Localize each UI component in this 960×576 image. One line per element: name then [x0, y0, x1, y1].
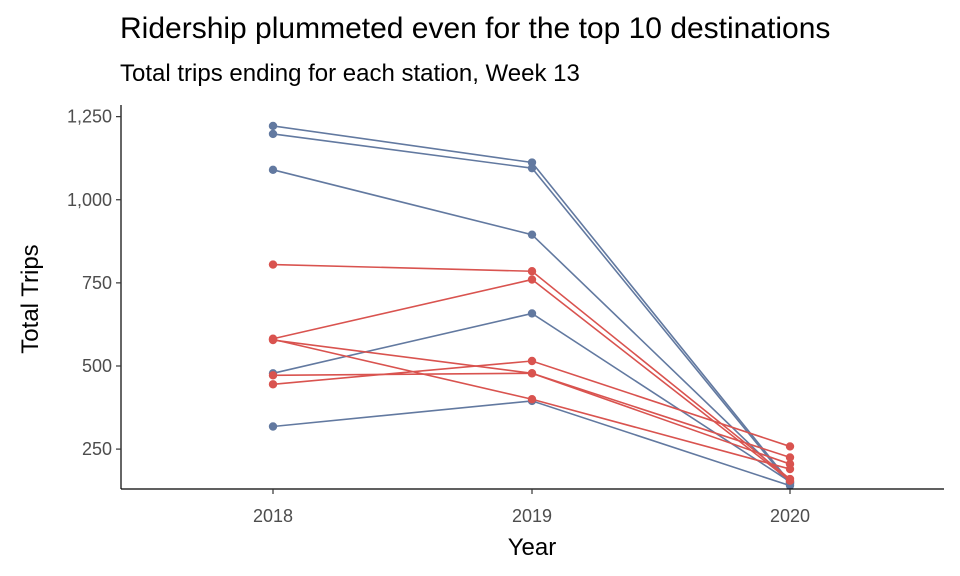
x-tick-label: 2019 — [512, 506, 552, 526]
series-line-5 — [272, 400, 791, 487]
x-axis-ticks: 2018 2019 2020 — [253, 489, 810, 526]
y-axis-title: Total Trips — [17, 244, 44, 353]
series-lines — [272, 125, 791, 487]
data-point-11-2019 — [527, 395, 537, 404]
data-point-6-2019 — [527, 267, 537, 276]
data-point-7-2020 — [785, 476, 795, 485]
data-point-10-2019 — [527, 356, 537, 366]
chart-title: Ridership plummeted even for the top 10 … — [120, 12, 831, 45]
series-points — [268, 121, 795, 490]
y-tick-label: 500 — [82, 356, 112, 376]
x-axis-title: Year — [508, 534, 557, 561]
data-point-10-2020 — [785, 442, 795, 451]
y-tick-label: 250 — [82, 439, 112, 459]
data-point-3-2018 — [268, 165, 278, 175]
y-tick-label: 1,000 — [67, 190, 112, 210]
data-point-2-2019 — [527, 163, 537, 173]
data-point-10-2018 — [268, 380, 278, 389]
series-line-1 — [272, 125, 791, 483]
data-point-5-2018 — [268, 422, 278, 431]
y-tick-label: 1,250 — [67, 107, 112, 127]
chart-subtitle: Total trips ending for each station, Wee… — [120, 60, 580, 87]
x-tick-label: 2020 — [770, 506, 810, 526]
data-point-11-2018 — [268, 335, 278, 344]
data-point-9-2018 — [268, 371, 278, 380]
data-point-9-2019 — [527, 369, 537, 378]
data-point-8-2020 — [785, 453, 795, 462]
y-axis-ticks: 250 500 750 1,000 1,250 — [67, 107, 121, 459]
data-point-4-2019 — [527, 309, 537, 318]
x-tick-label: 2018 — [253, 506, 293, 526]
data-point-1-2018 — [268, 121, 278, 131]
y-tick-label: 750 — [82, 273, 112, 293]
data-point-2-2018 — [268, 129, 278, 139]
data-point-3-2019 — [527, 230, 537, 239]
data-point-6-2018 — [268, 260, 278, 269]
data-point-11-2020 — [785, 464, 795, 474]
data-point-7-2019 — [527, 275, 537, 284]
